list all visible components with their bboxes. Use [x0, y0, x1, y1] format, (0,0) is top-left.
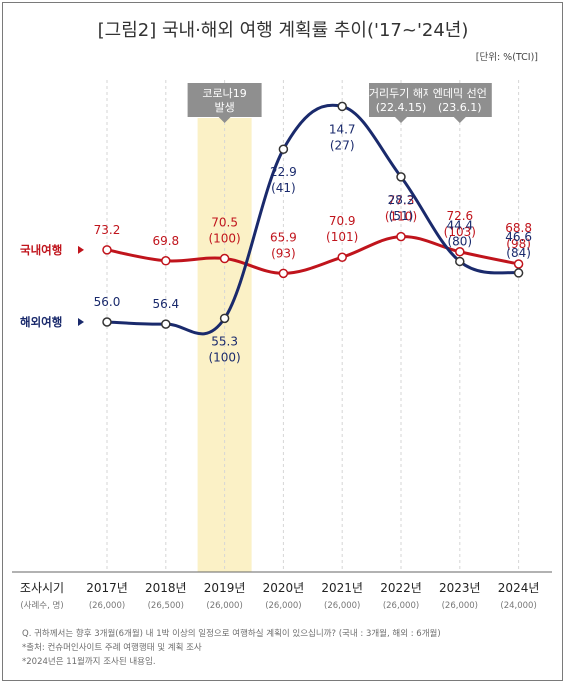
- tick-label: 2023년: [439, 581, 481, 595]
- data-point: [161, 319, 171, 329]
- index-label: (93): [271, 246, 296, 260]
- sample-size: (24,000): [500, 601, 536, 611]
- tick-label: 2024년: [498, 581, 540, 595]
- event-date: 발생: [214, 101, 234, 114]
- tick-label: 2022년: [380, 581, 422, 595]
- tick-label: 2020년: [263, 581, 305, 595]
- value-label: 22.9: [270, 165, 297, 179]
- sample-size: (26,000): [383, 601, 419, 611]
- footnote: *2024년은 11월까지 조사된 내용임.: [22, 656, 156, 667]
- data-point: [337, 101, 347, 112]
- event-label: 코로나19: [202, 87, 246, 100]
- tick-label: 2018년: [145, 581, 187, 595]
- value-label: 69.8: [152, 234, 179, 248]
- value-label: 44.4: [446, 218, 473, 232]
- footnotes: Q. 귀하께서는 향후 3개월(6개월) 내 1박 이상의 일정으로 여행하실 …: [22, 628, 441, 667]
- data-point: [455, 247, 465, 257]
- index-label: (51): [389, 209, 414, 223]
- sample-size: (26,000): [324, 601, 360, 611]
- value-label: 73.2: [94, 223, 121, 237]
- event-callout: 엔데믹 선언(23.6.1): [427, 83, 492, 123]
- sample-size: (26,000): [206, 601, 242, 611]
- data-point: [513, 268, 524, 278]
- value-label: 56.4: [152, 297, 179, 311]
- sample-size: (26,500): [148, 601, 184, 611]
- data-point: [219, 253, 230, 264]
- data-point: [455, 256, 465, 267]
- background-layer: [106, 80, 520, 572]
- footnote: *출처: 컨슈머인사이트 주례 여행행태 및 계획 조사: [22, 642, 202, 653]
- data-point: [337, 252, 347, 262]
- chart-title: [그림2] 국내·해외 여행 계획률 추이('17~'24년): [98, 20, 469, 41]
- value-label: 72.6: [446, 209, 473, 223]
- data-point: [102, 317, 112, 327]
- data-point: [396, 231, 406, 242]
- sample-size: (26,000): [265, 601, 301, 611]
- data-point: [219, 313, 230, 324]
- event-date: (23.6.1): [438, 101, 482, 114]
- data-point: [278, 268, 289, 279]
- tick-label: 2017년: [86, 581, 128, 595]
- index-label: (103): [444, 225, 476, 239]
- index-label: (110): [385, 210, 417, 224]
- sample-size: (26,000): [89, 601, 125, 611]
- value-label: 56.0: [94, 295, 121, 309]
- x-header-sub: (사례수, 명): [20, 600, 63, 611]
- unit-label: [단위: %(TCI)]: [476, 51, 538, 63]
- value-label: 70.5: [211, 216, 238, 230]
- sample-size: (26,000): [442, 601, 478, 611]
- event-label: 엔데믹 선언: [433, 87, 487, 100]
- event-box: [187, 83, 262, 123]
- series-lines: [102, 101, 524, 336]
- event-box: [427, 83, 492, 123]
- event-date: (22.4.15): [376, 101, 427, 114]
- footnote: Q. 귀하께서는 향후 3개월(6개월) 내 1박 이상의 일정으로 여행하실 …: [22, 628, 441, 639]
- event-callout: 거리두기 해제(22.4.15): [369, 83, 433, 123]
- event-box: [369, 83, 433, 123]
- index-label: (84): [506, 246, 531, 260]
- series-arrow: [78, 318, 84, 326]
- value-label: 70.9: [329, 214, 356, 228]
- tick-label: 2021년: [321, 581, 363, 595]
- tick-label: 2019년: [204, 581, 246, 595]
- data-point: [278, 144, 289, 154]
- index-label: (101): [326, 230, 358, 244]
- index-label: (27): [330, 138, 355, 152]
- value-label: 68.8: [505, 221, 532, 235]
- series-name: 국내여행: [20, 243, 62, 257]
- series-name: 해외여행: [20, 315, 62, 329]
- value-label: 77.3: [388, 194, 415, 208]
- value-label: 46.6: [505, 230, 532, 244]
- index-label: (100): [208, 350, 240, 364]
- data-point: [513, 259, 524, 269]
- series-line: [106, 103, 519, 336]
- value-label: 14.7: [329, 122, 356, 136]
- series-legend: 해외여행: [20, 315, 84, 329]
- event-label: 거리두기 해제: [369, 86, 433, 100]
- index-label: (100): [208, 232, 240, 246]
- series-line: [106, 235, 519, 275]
- index-label: (80): [447, 234, 472, 248]
- x-header: 조사시기: [20, 581, 64, 595]
- data-point: [396, 172, 406, 182]
- value-label: 65.9: [270, 230, 297, 244]
- x-axis: 조사시기 (사례수, 명) 2017년 (26,000) 2018년 (26,500) 20…: [12, 571, 552, 611]
- series-legend: 국내여행: [20, 243, 84, 257]
- index-label: (98): [506, 237, 531, 251]
- data-point: [102, 245, 112, 255]
- index-label: (41): [271, 181, 296, 195]
- series-arrow: [78, 245, 84, 254]
- value-label: 28.2: [388, 193, 415, 207]
- value-label: 55.3: [211, 334, 238, 348]
- value-labels: 국내여행 73.2 69.8 70.5 (100) 65.9 (93) 70.9 (101) 77…: [20, 122, 532, 364]
- data-point: [161, 256, 171, 266]
